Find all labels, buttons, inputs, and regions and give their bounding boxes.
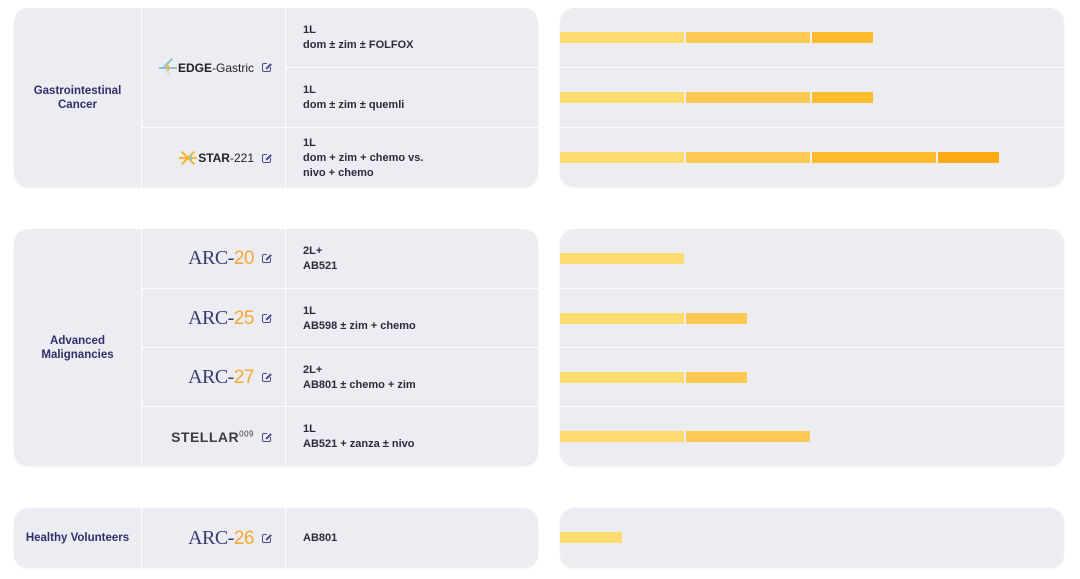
timeline-row <box>560 67 1064 128</box>
phase-bar <box>560 431 812 442</box>
trial-link-star-221[interactable]: STAR -221 <box>141 128 286 187</box>
timeline-row <box>560 508 1064 568</box>
trial-row-edge-gastric: EDGE -Gastric <box>141 8 538 127</box>
phase-bar <box>560 92 875 103</box>
indication-label: Healthy Volunteers <box>14 508 142 568</box>
gi-cancer-timeline <box>560 8 1064 187</box>
external-link-icon[interactable] <box>262 430 273 442</box>
timeline-row <box>560 406 1064 466</box>
arc-27-logo: ARC-27 <box>188 366 254 388</box>
phase-bar <box>560 252 686 264</box>
arm-description: 2L+ AB801 ± chemo + zim <box>303 363 416 391</box>
burst-icon <box>158 57 177 77</box>
arm-description: 1L dom ± zim ± FOLFOX <box>303 23 414 51</box>
timeline-row <box>560 8 1064 67</box>
phase-bar <box>560 152 1001 163</box>
phase-bar <box>560 312 749 324</box>
timeline-row <box>560 288 1064 348</box>
trial-link-edge-gastric[interactable]: EDGE -Gastric <box>141 8 286 127</box>
arm-description: 2L+ AB521 <box>303 244 338 272</box>
indication-label: Gastrointestinal Cancer <box>14 8 142 187</box>
trial-row-stellar-009: STELLAR009 1L AB521 + zanza ± nivo <box>141 406 538 466</box>
arm-description: 1L dom ± zim ± quemli <box>303 84 405 111</box>
timeline-row <box>560 229 1064 288</box>
arm-description: 1L AB598 ± zim + chemo <box>303 304 416 332</box>
arc-20-logo: ARC-20 <box>188 247 254 269</box>
trial-row-star-221: STAR -221 1L dom + zim + chemo vs. nivo +… <box>141 127 538 187</box>
arm-row: 1L dom ± zim ± quemli <box>286 67 538 128</box>
external-link-icon[interactable] <box>262 371 273 382</box>
trial-link-arc-20[interactable]: ARC-20 <box>141 229 286 288</box>
arm-description: 1L dom + zim + chemo vs. nivo + chemo <box>303 136 424 179</box>
gi-cancer-card: Gastrointestinal Cancer EDGE -Gastric 1L … <box>14 8 538 187</box>
indication-label: Advanced Malignancies <box>14 229 142 466</box>
trial-row-arc-27: ARC-27 2L+ AB801 ± chemo + zim <box>141 347 538 407</box>
timeline-row <box>560 127 1064 187</box>
healthy-volunteers-timeline <box>560 508 1064 568</box>
trial-row-arc-26: ARC-26 AB801 <box>141 508 538 568</box>
trial-row-arc-25: ARC-25 1L AB598 ± zim + chemo <box>141 288 538 348</box>
external-link-icon[interactable] <box>262 531 273 543</box>
phase-bar <box>560 532 624 543</box>
external-link-icon[interactable] <box>262 252 273 263</box>
stellar-009-logo: STELLAR009 <box>171 429 254 445</box>
arm-row: 1L dom ± zim ± FOLFOX <box>286 8 538 67</box>
edge-gastric-logo: EDGE -Gastric <box>158 57 254 77</box>
star-221-logo: STAR -221 <box>179 149 254 167</box>
external-link-icon[interactable] <box>262 151 273 163</box>
arc-25-logo: ARC-25 <box>188 307 254 329</box>
phase-bar <box>560 371 749 383</box>
trial-link-arc-26[interactable]: ARC-26 <box>141 508 286 568</box>
phase-bar <box>560 31 875 43</box>
healthy-volunteers-card: Healthy Volunteers ARC-26 AB801 <box>14 508 538 568</box>
arm-description: AB801 <box>303 531 338 544</box>
external-link-icon[interactable] <box>262 312 273 323</box>
advanced-malignancies-timeline <box>560 229 1064 466</box>
advanced-malignancies-card: Advanced Malignancies ARC-20 2L+ AB521 A… <box>14 229 538 466</box>
external-link-icon[interactable] <box>262 61 273 72</box>
trial-link-stellar-009[interactable]: STELLAR009 <box>141 407 286 466</box>
trial-link-arc-25[interactable]: ARC-25 <box>141 289 286 348</box>
arm-description: 1L AB521 + zanza ± nivo <box>303 423 415 450</box>
burst-icon <box>179 149 198 167</box>
trial-link-arc-27[interactable]: ARC-27 <box>141 348 286 407</box>
trial-row-arc-20: ARC-20 2L+ AB521 <box>141 229 538 288</box>
arc-26-logo: ARC-26 <box>188 526 254 549</box>
timeline-row <box>560 347 1064 407</box>
